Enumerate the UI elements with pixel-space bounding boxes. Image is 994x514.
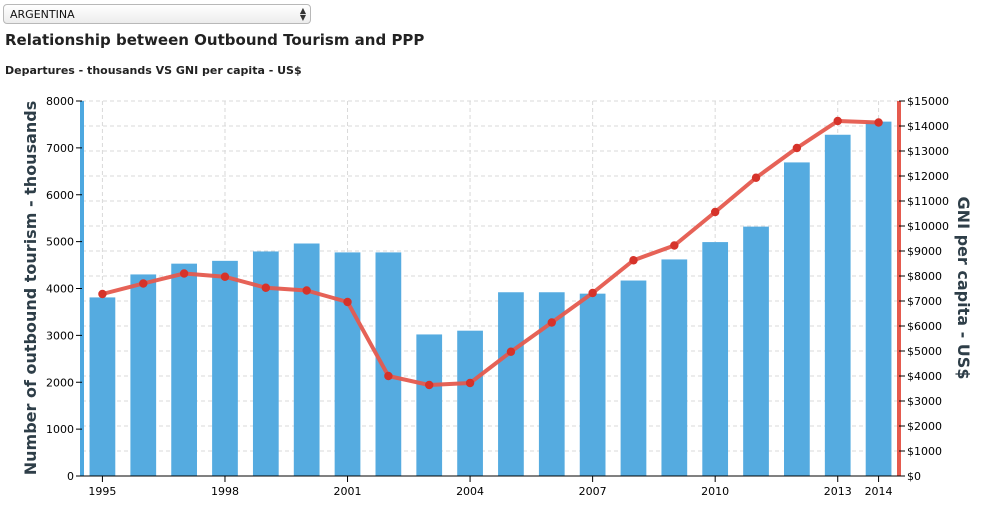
gni-point-2004 (465, 378, 475, 388)
bar-2012 (784, 162, 810, 476)
right-tick-label: $11000 (907, 195, 949, 208)
bar-2013 (824, 134, 851, 476)
right-tick-label: $5000 (907, 345, 942, 358)
bar-2011 (743, 226, 769, 476)
gni-point-2007 (588, 288, 597, 298)
right-tick-label: $1000 (907, 445, 942, 458)
gni-point-2006 (547, 318, 556, 327)
gni-point-2014 (874, 118, 883, 127)
gni-point-2005 (506, 347, 516, 356)
left-tick-label: 2000 (46, 376, 74, 389)
gni-point-2008 (629, 256, 638, 265)
country-select-value: ARGENTINA (10, 7, 75, 21)
right-axis-title: GNI per capita - US$ (954, 197, 973, 380)
country-select[interactable]: ARGENTINA ▲ ▼ (3, 4, 311, 24)
bar-2014 (865, 121, 892, 476)
bar-series (89, 121, 892, 476)
gni-point-2001 (343, 297, 352, 307)
bar-1995 (89, 297, 116, 476)
gni-line (101, 119, 879, 387)
x-tick-label: 2010 (701, 485, 729, 498)
bar-2004 (457, 330, 483, 476)
x-tick-label: 2001 (334, 485, 362, 498)
x-tick-label: 1995 (88, 485, 116, 498)
right-tick-label: $7000 (907, 295, 942, 308)
gni-point-1995 (98, 289, 107, 299)
right-tick-label: $0 (907, 470, 921, 483)
right-tick-label: $14000 (907, 120, 949, 133)
gni-point-2013 (833, 116, 842, 126)
bar-2009 (661, 259, 688, 476)
gni-point-1996 (139, 279, 148, 288)
gni-point-2000 (302, 286, 311, 295)
x-tick-label: 2014 (865, 485, 893, 498)
x-tick-label: 1998 (211, 485, 239, 498)
axes: 0 1000 2000 3000 4000 5000 6000 7000 8000 $0 $1000… (46, 95, 949, 498)
gni-point-1999 (261, 283, 271, 292)
gni-point-1998 (220, 272, 230, 281)
bar-1998 (212, 260, 238, 476)
left-tick-label: 5000 (46, 236, 74, 249)
bar-1997 (171, 263, 197, 476)
right-tick-label: $2000 (907, 420, 942, 433)
gni-point-2010 (710, 207, 720, 217)
right-tick-label: $12000 (907, 170, 949, 183)
gni-point-1997 (179, 269, 189, 278)
x-tick-label: 2004 (456, 485, 484, 498)
left-tick-label: 4000 (46, 283, 74, 296)
bar-2003 (416, 334, 443, 476)
left-tick-label: 3000 (46, 329, 74, 342)
left-tick-label: 0 (67, 470, 74, 483)
right-tick-label: $13000 (907, 145, 949, 158)
chart-title: Relationship between Outbound Tourism an… (5, 31, 425, 49)
grid-lines (82, 100, 899, 477)
right-tick-label: $15000 (907, 95, 949, 108)
right-tick-label: $10000 (907, 220, 949, 233)
gni-point-2002 (384, 371, 393, 381)
line-series (98, 116, 883, 390)
bar-2000 (293, 243, 320, 476)
right-tick-label: $9000 (907, 245, 942, 258)
bar-2005 (498, 292, 524, 476)
right-tick-label: $3000 (907, 395, 942, 408)
chart-subtitle: Departures - thousands VS GNI per capita… (5, 64, 302, 77)
gni-point-2012 (792, 143, 802, 153)
bar-2010 (702, 242, 729, 476)
x-tick-label: 2007 (579, 485, 607, 498)
bar-1996 (130, 274, 157, 476)
x-tick-label: 2013 (824, 485, 852, 498)
gni-point-2011 (751, 173, 761, 182)
right-tick-label: $8000 (907, 270, 942, 283)
right-tick-label: $4000 (907, 370, 942, 383)
left-tick-label: 8000 (46, 95, 74, 108)
chevron-updown-icon: ▲ ▼ (299, 6, 306, 22)
left-axis-title: Number of outbound tourism - thousands (21, 101, 40, 476)
left-tick-label: 6000 (46, 189, 74, 202)
right-tick-label: $6000 (907, 320, 942, 333)
bar-2001 (334, 252, 361, 476)
gni-point-2009 (670, 241, 679, 250)
left-tick-label: 1000 (46, 423, 74, 436)
bar-2007 (579, 293, 606, 476)
bar-2002 (375, 252, 402, 476)
gni-point-2003 (425, 380, 434, 390)
left-tick-label: 7000 (46, 142, 74, 155)
bar-2008 (620, 280, 647, 476)
